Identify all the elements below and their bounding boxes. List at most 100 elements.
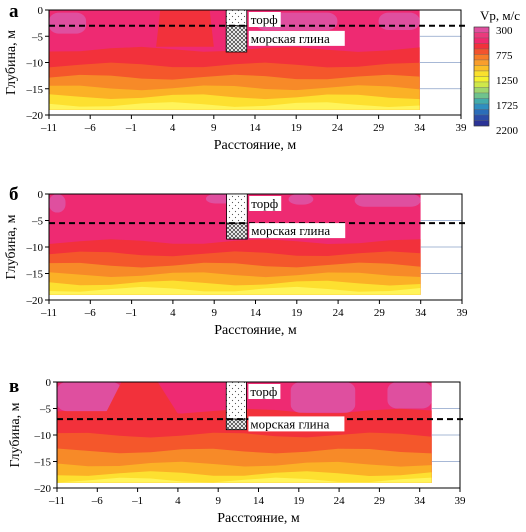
legend-tick-label: 300 <box>496 25 513 37</box>
legend-swatch <box>473 92 490 99</box>
x-tick-label: –6 <box>91 495 104 507</box>
legend-swatch <box>473 54 490 61</box>
x-tick-label: –11 <box>40 307 57 319</box>
x-tick-label: –6 <box>84 307 97 319</box>
x-tick-label: –6 <box>84 122 97 134</box>
x-tick-label: 14 <box>253 495 265 507</box>
y-axis-label: Глубина, м <box>8 402 23 467</box>
label-background <box>248 384 281 399</box>
peat-label: торф <box>250 384 277 399</box>
y-tick-label: –20 <box>34 483 52 495</box>
peat-layer <box>226 193 248 224</box>
velocity-band <box>49 102 420 110</box>
legend-tick-label: 1725 <box>496 100 519 112</box>
y-tick-label: –10 <box>34 430 52 442</box>
label-background <box>249 223 346 239</box>
legend-swatch <box>473 120 490 127</box>
color-legend: Vp, м/с 300 775 1250 1725 2200 <box>473 8 520 137</box>
x-tick-label: 29 <box>374 495 386 507</box>
low-velocity-zone <box>387 382 432 409</box>
y-tick-label: –15 <box>26 269 44 281</box>
legend-swatch <box>473 76 490 83</box>
legend-frame <box>473 26 490 127</box>
panel-label: в <box>9 376 19 397</box>
peat-layer <box>225 381 247 420</box>
y-tick-label: –10 <box>26 58 44 70</box>
label-background <box>248 12 281 27</box>
y-tick-label: –10 <box>26 242 44 254</box>
legend-title: Vp, м/с <box>480 8 520 23</box>
legend-swatch <box>473 103 490 110</box>
marine-clay-layer <box>226 222 248 240</box>
x-tick-label: 19 <box>291 122 303 134</box>
y-axis-label: Глубина, м <box>4 30 19 95</box>
x-axis-label: Расстояние, м <box>214 138 297 153</box>
y-tick-label: –15 <box>34 457 52 469</box>
low-velocity-zone <box>378 12 420 30</box>
x-axis-label: Расстояние, м <box>217 511 300 526</box>
low-velocity-zone <box>57 382 122 412</box>
x-tick-label: 9 <box>211 122 217 134</box>
legend-tick-label: 2200 <box>496 125 519 137</box>
y-tick-label: 0 <box>38 189 44 201</box>
x-tick-label: 4 <box>175 495 181 507</box>
x-tick-label: 9 <box>215 495 221 507</box>
y-tick-label: 0 <box>38 5 44 17</box>
y-tick-label: 0 <box>46 377 52 389</box>
x-tick-label: 14 <box>250 307 262 319</box>
legend-swatch <box>473 59 490 66</box>
panel-label: б <box>9 184 19 205</box>
label-background <box>248 416 345 432</box>
velocity-band <box>57 477 432 483</box>
velocity-band <box>49 286 421 295</box>
legend-swatch <box>473 114 490 121</box>
marine-clay-layer <box>225 25 248 53</box>
marine-clay-label: морская глина <box>251 31 330 46</box>
legend-swatch <box>473 81 490 88</box>
x-tick-label: 24 <box>333 307 345 319</box>
peat-layer <box>225 9 248 27</box>
x-tick-label: 34 <box>414 122 426 134</box>
x-tick-label: 9 <box>211 307 217 319</box>
marine-clay-layer <box>225 418 247 431</box>
velocity-field <box>57 382 432 483</box>
x-tick-label: –11 <box>48 495 65 507</box>
legend-swatch <box>473 70 490 77</box>
x-axis-label: Расстояние, м <box>214 323 297 338</box>
x-tick-label: 24 <box>334 495 346 507</box>
x-tick-label: –11 <box>40 122 57 134</box>
legend-swatch <box>473 48 490 55</box>
low-velocity-zone <box>49 12 87 34</box>
marine-clay-label: морская глина <box>250 416 329 431</box>
x-tick-label: –1 <box>125 122 137 134</box>
x-tick-label: 34 <box>415 307 427 319</box>
peat-label: торф <box>251 12 278 27</box>
legend-tick-label: 775 <box>496 50 513 62</box>
legend-swatch <box>473 87 490 94</box>
y-tick-label: –20 <box>26 295 44 307</box>
marine-clay-label: морская глина <box>251 223 330 238</box>
low-velocity-zone <box>288 194 314 205</box>
legend-swatch <box>473 37 490 44</box>
x-tick-label: 39 <box>456 122 468 134</box>
x-tick-label: 4 <box>170 122 176 134</box>
y-tick-label: –5 <box>31 216 44 228</box>
legend-tick-label: 1250 <box>496 75 519 87</box>
legend-swatch <box>473 32 490 39</box>
y-tick-label: –5 <box>39 404 52 416</box>
legend-swatch <box>473 43 490 50</box>
x-tick-label: 34 <box>414 495 426 507</box>
x-tick-label: 14 <box>250 122 262 134</box>
x-tick-label: 39 <box>455 495 467 507</box>
velocity-anomaly <box>105 382 178 414</box>
label-background <box>249 196 282 211</box>
legend-swatch <box>473 65 490 72</box>
chart-panel-3: торф морская глина –11 –6 –1 4 9 14 19 24 29 34 39 0 –… <box>8 376 466 526</box>
y-tick-label: –15 <box>26 84 44 96</box>
panel-label: а <box>9 1 19 22</box>
legend-swatch <box>473 109 490 116</box>
label-background <box>248 30 345 46</box>
low-velocity-zone <box>354 194 421 207</box>
x-tick-label: 24 <box>332 122 344 134</box>
